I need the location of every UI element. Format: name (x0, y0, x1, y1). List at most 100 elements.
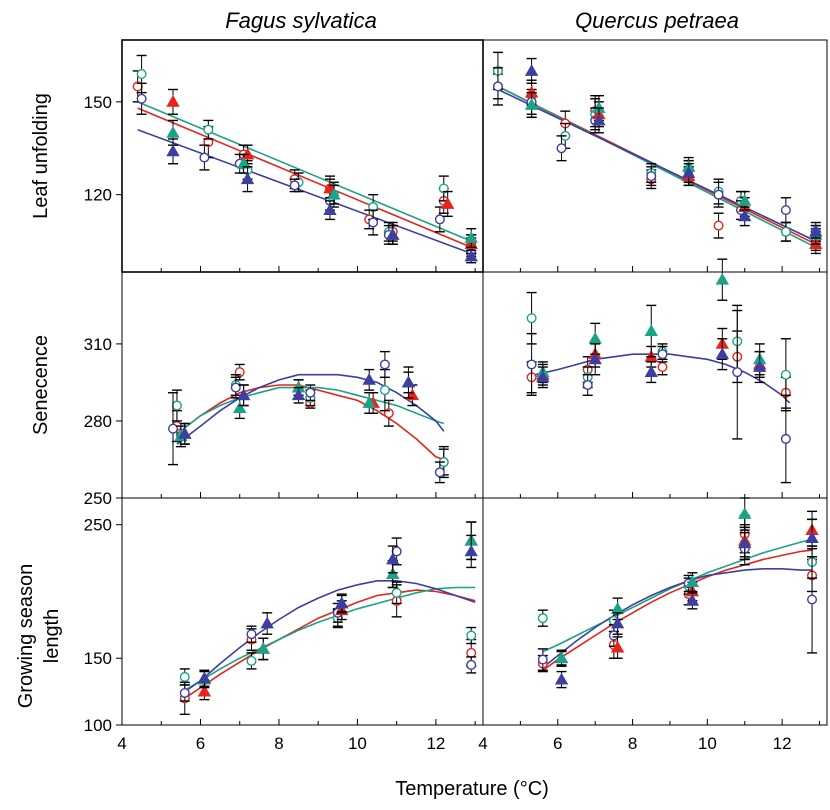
data-point (203, 124, 214, 135)
data-point (386, 552, 400, 565)
fit-lines (137, 85, 817, 699)
data-point (592, 113, 606, 126)
data-point (291, 388, 306, 401)
data-point (179, 687, 190, 698)
x-tick-label-right-0: 4 (478, 734, 487, 753)
data-point (713, 189, 724, 200)
data-point (368, 217, 379, 228)
data-point (644, 324, 658, 336)
data-point (464, 231, 478, 243)
y-tick-label-r0-1: 120 (84, 186, 112, 205)
data-point (434, 467, 445, 478)
row-label-growing-season-line2: length (41, 609, 63, 664)
data-point (464, 544, 478, 557)
data-point (236, 156, 251, 169)
fit-line-p4-2 (184, 579, 476, 693)
data-point (537, 613, 548, 624)
data-point (780, 226, 791, 237)
data-point (438, 183, 449, 194)
column-title-left: Fagus sylvatica (225, 8, 377, 33)
data-point (610, 616, 625, 629)
fit-line-p0-1 (137, 101, 472, 242)
data-point (166, 125, 180, 138)
data-point (179, 671, 190, 682)
data-point (492, 81, 503, 92)
data-point (240, 172, 255, 185)
data-point (713, 220, 724, 231)
data-point (753, 360, 767, 372)
data-point (610, 602, 625, 614)
panel-frame-r2-c1 (482, 497, 828, 726)
fit-line-p2-2 (176, 373, 445, 445)
panel-frame-r2-c0 (121, 497, 484, 726)
fit-line-p2-0 (176, 384, 445, 461)
x-tick-label-right-2: 8 (628, 734, 637, 753)
data-point (362, 373, 376, 385)
data-point (805, 531, 819, 543)
data-point (136, 69, 147, 80)
y-tick-label-r1-1: 280 (84, 412, 112, 431)
data-point (524, 98, 539, 110)
data-point (379, 385, 390, 396)
data-point (256, 642, 270, 654)
data-point (171, 400, 182, 411)
data-point (289, 180, 300, 191)
data-point (305, 387, 316, 398)
data-point (197, 684, 212, 697)
x-tick-label-right-1: 6 (553, 734, 562, 753)
y-tick-label-r1-2: 250 (84, 489, 112, 508)
data-point (178, 426, 192, 439)
x-tick-label-left-3: 10 (348, 734, 367, 753)
data-point (136, 93, 147, 104)
data-point (780, 369, 791, 380)
data-point (466, 630, 477, 641)
data-point (780, 433, 791, 444)
data-point (732, 367, 743, 378)
y-tick-label-r2-2: 100 (84, 716, 112, 735)
data-point (440, 197, 455, 209)
data-point (681, 166, 696, 178)
x-tick-label-left-0: 4 (117, 734, 126, 753)
x-tick-label-left-2: 8 (274, 734, 283, 753)
fit-line-p0-0 (137, 107, 472, 249)
data-point (608, 630, 619, 641)
data-point (246, 655, 257, 666)
y-tick-label-r2-0: 250 (84, 516, 112, 535)
fit-line-p0-2 (137, 128, 472, 255)
data-point (466, 647, 477, 658)
data-point (233, 401, 247, 414)
data-point (685, 575, 700, 588)
data-point (386, 228, 400, 240)
data-point (588, 331, 602, 344)
row-label-leaf-unfolding: Leaf unfolding (30, 93, 52, 219)
data-point (168, 423, 179, 434)
data-point (199, 152, 210, 163)
data-point (230, 382, 241, 393)
column-title-right: Quercus petraea (575, 8, 739, 33)
data-point (738, 209, 752, 222)
data-point (434, 214, 445, 225)
data-point (466, 659, 477, 670)
data-point (246, 629, 257, 640)
data-point (526, 359, 537, 370)
data-point (335, 596, 349, 609)
data-point (780, 205, 791, 216)
data-point (685, 594, 700, 606)
row-label-senecence: Senecence (30, 335, 52, 435)
data-point (391, 587, 402, 598)
data-point (536, 370, 550, 383)
data-point (323, 203, 337, 216)
data-point (197, 671, 212, 684)
data-point (537, 654, 548, 665)
fit-line-p3-0 (535, 353, 791, 404)
x-tick-label-right-3: 10 (698, 734, 717, 753)
data-point (401, 375, 416, 388)
y-tick-label-r1-0: 310 (84, 335, 112, 354)
fit-line-p2-1 (176, 386, 445, 435)
data-point (556, 143, 567, 154)
fit-line-p5-2 (542, 567, 812, 669)
fit-line-p1-1 (497, 85, 817, 249)
data-point (588, 352, 602, 365)
